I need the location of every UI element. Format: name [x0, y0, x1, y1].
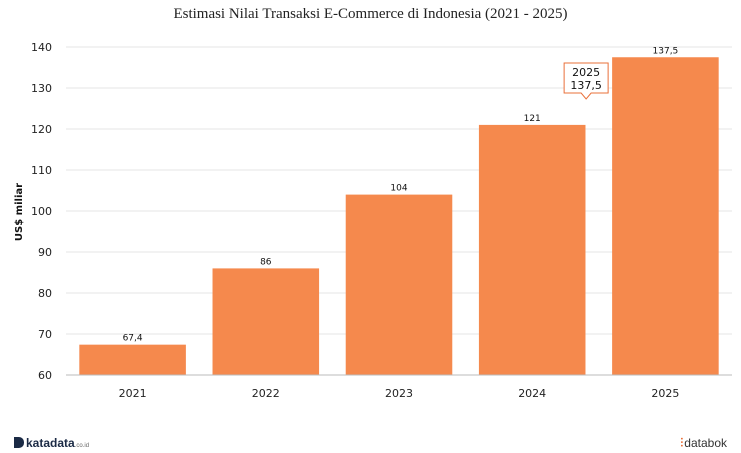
x-tick-label-2023: 2023 — [385, 387, 413, 400]
y-tick-label: 120 — [31, 123, 52, 136]
databok-brand: databok — [684, 436, 727, 450]
katadata-brand: katadata — [26, 436, 75, 450]
x-tick-label-2025: 2025 — [651, 387, 679, 400]
y-tick-label: 90 — [38, 246, 52, 259]
bar-2021[interactable] — [79, 344, 186, 375]
data-label-2025: 137,5 — [653, 46, 679, 56]
y-tick-label: 60 — [38, 369, 52, 382]
data-label-2024: 121 — [524, 114, 541, 124]
x-tick-label-2024: 2024 — [518, 387, 546, 400]
tooltip-category: 2025 — [572, 66, 600, 79]
tooltip: 2025 137,5 — [563, 62, 609, 100]
x-tick-label-2022: 2022 — [252, 387, 280, 400]
bar-2023[interactable] — [345, 194, 453, 375]
bar-2022[interactable] — [212, 268, 320, 375]
y-axis-ticks: 60 70 80 90 100 110 120 130 140 — [31, 41, 52, 382]
y-tick-label: 140 — [31, 41, 52, 54]
databok-logo: ⫶databok — [680, 436, 727, 451]
chart-title: Estimasi Nilai Transaksi E-Commerce di I… — [173, 6, 568, 22]
katadata-logo: katadata.co.id — [14, 436, 89, 450]
y-tick-label: 80 — [38, 287, 52, 300]
bar-chart: 60 70 80 90 100 110 120 130 140 US$ miliar 67,4 8… — [14, 41, 732, 400]
bar-2025[interactable] — [612, 57, 719, 375]
y-axis-label: US$ miliar — [14, 183, 25, 241]
x-tick-label-2021: 2021 — [119, 387, 147, 400]
databok-logo-icon: ⫶ — [680, 436, 684, 450]
katadata-domain: .co.id — [74, 443, 90, 449]
data-label-2022: 86 — [260, 257, 272, 267]
katadata-logo-icon — [14, 437, 24, 448]
tooltip-value: 137,5 — [570, 79, 602, 92]
tooltip-box — [563, 62, 609, 100]
y-tick-label: 70 — [38, 328, 52, 341]
y-tick-label: 130 — [31, 82, 52, 95]
x-axis-ticks: 2021 2022 2023 2024 2025 — [119, 387, 680, 400]
data-label-2021: 67,4 — [123, 334, 143, 344]
bars: 67,4 86 104 121 137,5 — [79, 46, 719, 376]
y-tick-label: 100 — [31, 205, 52, 218]
y-tick-label: 110 — [31, 164, 52, 177]
data-label-2023: 104 — [390, 184, 407, 194]
bar-2024[interactable] — [478, 124, 586, 376]
